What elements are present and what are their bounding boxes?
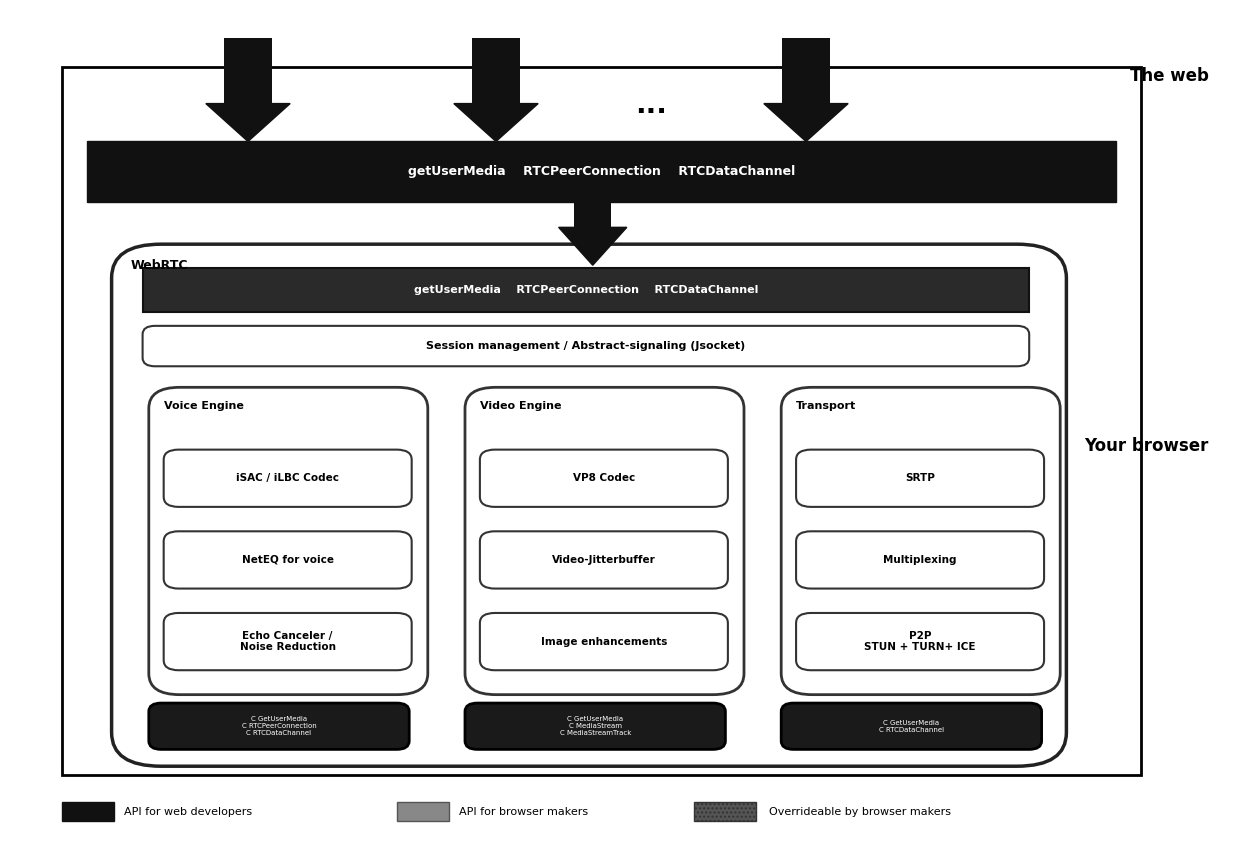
Text: C GetUserMedia
C MediaStream
C MediaStreamTrack: C GetUserMedia C MediaStream C MediaStre… <box>559 717 631 736</box>
FancyBboxPatch shape <box>781 387 1060 695</box>
Bar <box>397 802 449 821</box>
Text: getUserMedia    RTCPeerConnection    RTCDataChannel: getUserMedia RTCPeerConnection RTCDataCh… <box>414 285 758 295</box>
Text: Session management / Abstract-signaling (Jsocket): Session management / Abstract-signaling … <box>427 341 745 351</box>
Text: iSAC / iLBC Codec: iSAC / iLBC Codec <box>236 473 340 483</box>
Text: The web: The web <box>1130 67 1209 85</box>
FancyBboxPatch shape <box>796 450 1044 507</box>
Text: Image enhancements: Image enhancements <box>541 637 667 647</box>
FancyBboxPatch shape <box>149 703 409 749</box>
Text: Multiplexing: Multiplexing <box>883 555 957 565</box>
Bar <box>472 38 520 104</box>
Text: Your browser: Your browser <box>1085 437 1209 456</box>
Text: Video Engine: Video Engine <box>480 401 562 411</box>
FancyBboxPatch shape <box>149 387 428 695</box>
FancyBboxPatch shape <box>480 531 728 589</box>
FancyBboxPatch shape <box>781 703 1042 749</box>
Text: NetEQ for voice: NetEQ for voice <box>242 555 334 565</box>
FancyBboxPatch shape <box>480 613 728 670</box>
Text: C GetUserMedia
C RTCDataChannel: C GetUserMedia C RTCDataChannel <box>879 720 944 733</box>
Bar <box>62 802 114 821</box>
FancyBboxPatch shape <box>694 802 756 821</box>
FancyBboxPatch shape <box>112 244 1066 766</box>
Polygon shape <box>558 227 626 265</box>
FancyBboxPatch shape <box>796 613 1044 670</box>
Text: getUserMedia    RTCPeerConnection    RTCDataChannel: getUserMedia RTCPeerConnection RTCDataCh… <box>408 165 795 179</box>
FancyBboxPatch shape <box>164 531 412 589</box>
Bar <box>782 38 830 104</box>
Text: Voice Engine: Voice Engine <box>164 401 243 411</box>
Text: Video-Jitterbuffer: Video-Jitterbuffer <box>552 555 656 565</box>
Text: WebRTC: WebRTC <box>130 258 187 272</box>
Text: API for browser makers: API for browser makers <box>459 807 588 817</box>
Bar <box>62 67 1141 775</box>
Text: P2P
STUN + TURN+ ICE: P2P STUN + TURN+ ICE <box>864 631 976 653</box>
Bar <box>224 38 272 104</box>
Text: Transport: Transport <box>796 401 857 411</box>
FancyBboxPatch shape <box>143 326 1029 366</box>
Text: API for web developers: API for web developers <box>124 807 252 817</box>
FancyBboxPatch shape <box>164 613 412 670</box>
Text: Echo Canceler /
Noise Reduction: Echo Canceler / Noise Reduction <box>239 631 336 653</box>
FancyBboxPatch shape <box>465 703 725 749</box>
Polygon shape <box>206 104 290 141</box>
Text: Overrideable by browser makers: Overrideable by browser makers <box>769 807 951 817</box>
Bar <box>143 268 1029 312</box>
Text: ...: ... <box>635 91 667 120</box>
Bar <box>574 202 611 227</box>
FancyBboxPatch shape <box>465 387 744 695</box>
Text: C GetUserMedia
C RTCPeerConnection
C RTCDataChannel: C GetUserMedia C RTCPeerConnection C RTC… <box>242 717 316 736</box>
Text: SRTP: SRTP <box>905 473 935 483</box>
FancyBboxPatch shape <box>480 450 728 507</box>
Polygon shape <box>454 104 538 141</box>
Text: VP8 Codec: VP8 Codec <box>573 473 635 483</box>
FancyBboxPatch shape <box>164 450 412 507</box>
Bar <box>87 141 1116 202</box>
FancyBboxPatch shape <box>796 531 1044 589</box>
Polygon shape <box>764 104 848 141</box>
